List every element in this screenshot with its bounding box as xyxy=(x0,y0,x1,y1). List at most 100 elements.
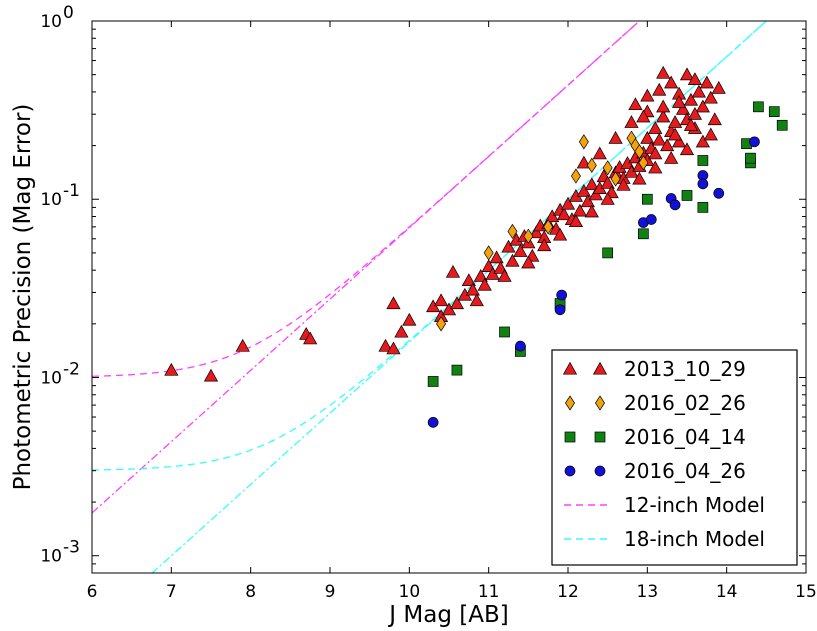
y-tick-label: 10 xyxy=(40,12,62,32)
data-point-triangle xyxy=(640,130,655,144)
data-point-triangle xyxy=(632,171,647,185)
data-point-triangle xyxy=(402,312,417,326)
data-point-triangle xyxy=(679,67,695,81)
data-point-triangle xyxy=(664,150,679,164)
data-point-triangle xyxy=(552,227,568,241)
data-point-triangle xyxy=(445,264,461,278)
data-point-circle xyxy=(554,304,566,316)
x-axis-title: J Mag [AB] xyxy=(387,602,508,628)
data-point-square xyxy=(602,247,614,259)
data-point-square xyxy=(697,155,709,166)
data-point-triangle xyxy=(497,268,512,282)
legend-marker-circle xyxy=(564,465,576,477)
plot-frame xyxy=(91,20,807,574)
data-point-triangle xyxy=(584,177,599,191)
legend-marker-square xyxy=(594,431,606,443)
data-point-diamond xyxy=(578,134,589,150)
data-point-triangle xyxy=(465,282,480,296)
data-point-triangle xyxy=(489,250,504,264)
x-tick-label: 6 xyxy=(87,582,98,602)
data-point-square xyxy=(499,326,510,338)
x-tick-label: 15 xyxy=(795,582,817,602)
model-curve xyxy=(92,21,641,377)
data-point-square xyxy=(641,193,653,205)
data-point-square xyxy=(753,101,764,113)
x-tick-label: 12 xyxy=(557,582,579,602)
data-point-diamond xyxy=(638,155,649,171)
data-point-triangle xyxy=(513,244,528,257)
data-point-triangle xyxy=(703,127,718,141)
data-point-triangle xyxy=(433,293,449,307)
legend-label: 2013_10_29 xyxy=(624,357,746,381)
data-point-triangle xyxy=(679,142,695,156)
data-point-triangle xyxy=(656,109,671,123)
data-point-circle xyxy=(556,289,568,301)
y-tick-label: 10 xyxy=(40,368,62,388)
data-point-triangle xyxy=(545,209,560,223)
legend-marker-diamond xyxy=(565,395,575,411)
data-point-triangle xyxy=(164,362,179,376)
data-point-diamond xyxy=(586,157,597,173)
data-point-triangle xyxy=(477,277,492,291)
data-point-triangle xyxy=(687,106,703,120)
data-point-triangle xyxy=(707,112,722,126)
legend-label: 12-inch Model xyxy=(624,493,765,517)
data-point-triangle xyxy=(378,338,393,352)
data-point-diamond xyxy=(523,228,534,244)
data-point-triangle xyxy=(668,127,683,141)
data-point-triangle xyxy=(664,75,679,89)
data-point-diamond xyxy=(570,168,581,184)
legend-marker-triangle xyxy=(562,361,578,375)
data-point-triangle xyxy=(537,238,552,252)
y-tick-label: 10 xyxy=(40,547,62,567)
data-point-triangle xyxy=(699,75,714,89)
data-point-triangle xyxy=(572,203,587,217)
legend-label: 2016_04_26 xyxy=(624,459,746,483)
data-point-triangle xyxy=(695,134,710,148)
data-point-triangle xyxy=(576,183,591,197)
data-point-diamond xyxy=(602,160,613,176)
data-point-triangle xyxy=(671,134,687,148)
legend-marker-diamond xyxy=(595,395,605,411)
legend-marker-triangle xyxy=(592,361,608,375)
data-point-triangle xyxy=(628,97,643,111)
data-point-triangle xyxy=(648,121,663,134)
data-point-triangle xyxy=(616,177,631,191)
x-tick-label: 10 xyxy=(399,582,421,602)
data-point-diamond xyxy=(610,171,621,187)
legend-frame xyxy=(551,349,798,566)
data-point-triangle xyxy=(656,99,671,113)
data-point-triangle xyxy=(556,207,572,221)
data-point-triangle xyxy=(600,192,615,205)
data-point-circle xyxy=(713,187,725,199)
data-point-triangle xyxy=(386,341,401,355)
data-point-triangle xyxy=(668,115,683,128)
data-point-triangle xyxy=(235,338,250,352)
y-tick-label-exponent: -1 xyxy=(63,181,80,201)
data-point-circle xyxy=(669,199,681,211)
y-axis-title: Photometric Precision (Mag Error) xyxy=(10,104,36,491)
data-point-triangle xyxy=(386,296,401,310)
data-point-triangle xyxy=(695,99,710,113)
data-point-circle xyxy=(697,178,709,190)
data-point-square xyxy=(681,190,693,201)
data-point-triangle xyxy=(588,187,603,201)
legend: 2013_10_29 2016_02_26 2016_04_14 2016_04_26… xyxy=(551,349,798,566)
data-point-triangle xyxy=(501,239,516,253)
data-point-square xyxy=(427,376,439,387)
data-point-circle xyxy=(645,214,657,225)
data-point-triangle xyxy=(584,204,599,218)
data-point-triangle xyxy=(648,160,663,174)
data-point-square xyxy=(776,119,788,131)
data-point-triangle xyxy=(592,146,607,160)
data-point-triangle xyxy=(648,146,663,160)
data-point-triangle xyxy=(529,225,544,239)
x-tick-label: 8 xyxy=(245,582,256,602)
data-point-diamond xyxy=(634,143,645,160)
data-point-triangle xyxy=(449,296,465,310)
legend-marker-circle xyxy=(594,465,606,477)
data-point-triangle xyxy=(608,130,623,144)
data-point-triangle xyxy=(521,255,536,269)
data-point-triangle xyxy=(600,175,615,189)
